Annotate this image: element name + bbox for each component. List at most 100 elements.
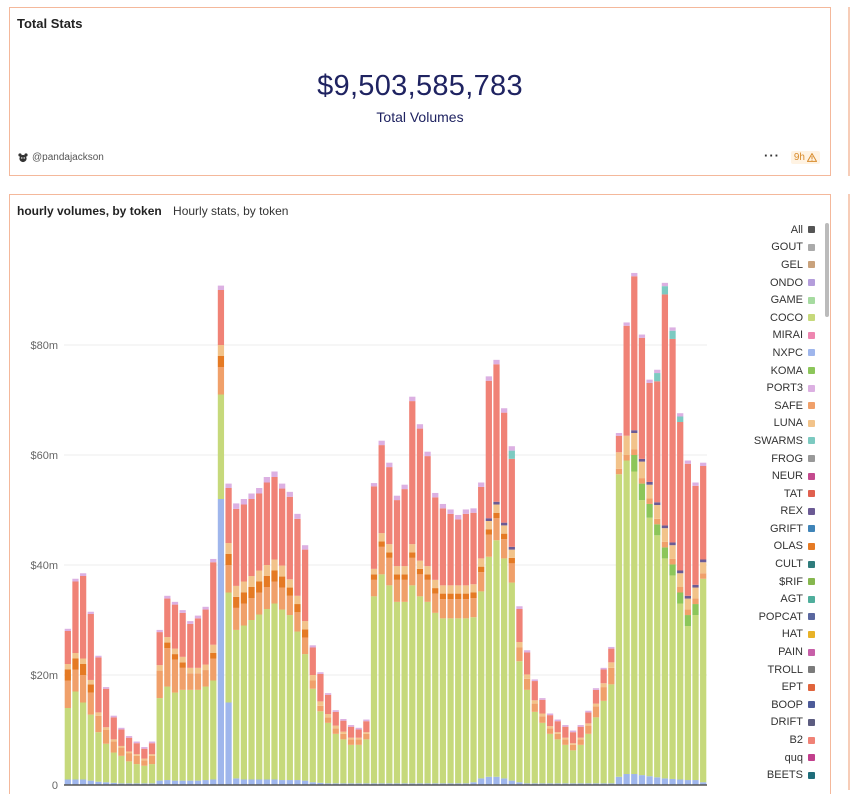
bar-segment-luna[interactable] bbox=[95, 712, 102, 716]
bar-segment-coco[interactable] bbox=[248, 620, 255, 780]
bar-segment-nxpc[interactable] bbox=[577, 783, 584, 785]
bar-segment-port3[interactable] bbox=[279, 483, 286, 489]
bar-segment-koma[interactable] bbox=[677, 592, 684, 604]
bar-segment-safe[interactable] bbox=[615, 468, 623, 475]
bar-segment-port3[interactable] bbox=[455, 514, 462, 520]
bar-segment-safe[interactable] bbox=[340, 733, 347, 740]
bar-segment-swarms[interactable] bbox=[654, 373, 661, 382]
bar-stack[interactable] bbox=[485, 376, 492, 785]
bar-segment-port3[interactable] bbox=[95, 655, 102, 658]
bar-segment-port3[interactable] bbox=[409, 396, 416, 402]
bar-segment-port3[interactable] bbox=[102, 687, 110, 689]
bar-segment-port3[interactable] bbox=[87, 611, 94, 614]
bar-segment-luna[interactable] bbox=[141, 758, 148, 761]
bar-segment-safe[interactable] bbox=[225, 565, 232, 593]
bar-segment-nxpc[interactable] bbox=[125, 783, 133, 785]
bar-stack[interactable] bbox=[210, 558, 217, 785]
bar-segment-koma[interactable] bbox=[669, 564, 676, 576]
bar-segment-port3[interactable] bbox=[125, 736, 133, 738]
bar-segment-coco[interactable] bbox=[631, 471, 638, 775]
bar-segment-b2[interactable] bbox=[493, 364, 500, 502]
bar-segment-nxpc[interactable] bbox=[554, 783, 561, 785]
bar-segment-coco[interactable] bbox=[347, 744, 355, 784]
bar-segment-olas[interactable] bbox=[432, 588, 439, 594]
bar-segment-coco[interactable] bbox=[309, 688, 316, 783]
bar-segment-port3[interactable] bbox=[485, 376, 492, 381]
bar-segment-nxpc[interactable] bbox=[156, 780, 163, 785]
bar-segment-nxpc[interactable] bbox=[432, 783, 439, 785]
bar-stack[interactable] bbox=[133, 741, 140, 785]
bar-segment-swarms[interactable] bbox=[669, 330, 676, 339]
bar-segment-nxpc[interactable] bbox=[692, 780, 699, 785]
bar-stack[interactable] bbox=[462, 509, 469, 785]
bar-segment-olas[interactable] bbox=[72, 658, 79, 670]
bar-segment-port3[interactable] bbox=[677, 413, 684, 417]
bar-segment-olas[interactable] bbox=[225, 554, 232, 565]
bar-segment-luna[interactable] bbox=[263, 565, 270, 576]
bar-segment-olas[interactable] bbox=[409, 552, 416, 558]
bar-stack[interactable] bbox=[95, 655, 102, 785]
bar-segment-koma[interactable] bbox=[654, 524, 661, 536]
bar-segment-coco[interactable] bbox=[654, 535, 661, 778]
bar-stack[interactable] bbox=[171, 601, 179, 785]
bar-segment-b2[interactable] bbox=[148, 743, 156, 755]
bar-segment-port3[interactable] bbox=[562, 725, 569, 727]
bar-segment-coco[interactable] bbox=[677, 603, 684, 780]
bar-segment-b2[interactable] bbox=[187, 623, 194, 668]
bar-segment-b2[interactable] bbox=[141, 748, 148, 759]
bar-segment-nxpc[interactable] bbox=[355, 783, 362, 785]
bar-segment-olas[interactable] bbox=[179, 662, 186, 668]
bar-segment-nxpc[interactable] bbox=[539, 783, 546, 785]
bar-stack[interactable] bbox=[225, 483, 232, 785]
bar-segment-safe[interactable] bbox=[279, 587, 286, 610]
bar-stack[interactable] bbox=[102, 687, 110, 785]
bar-segment-luna[interactable] bbox=[654, 505, 661, 519]
bar-segment-coco[interactable] bbox=[462, 618, 469, 784]
bar-segment-rex[interactable] bbox=[669, 542, 676, 546]
bar-segment-b2[interactable] bbox=[608, 648, 615, 663]
bar-segment-b2[interactable] bbox=[416, 428, 424, 561]
bar-segment-b2[interactable] bbox=[386, 467, 393, 545]
bar-segment-luna[interactable] bbox=[171, 648, 179, 655]
bar-segment-coco[interactable] bbox=[585, 733, 592, 784]
bar-segment-port3[interactable] bbox=[240, 499, 248, 505]
bar-stack[interactable] bbox=[279, 483, 286, 785]
bar-segment-olas[interactable] bbox=[455, 593, 462, 600]
bar-segment-nxpc[interactable] bbox=[164, 780, 171, 785]
bar-segment-luna[interactable] bbox=[646, 484, 653, 499]
bar-segment-safe[interactable] bbox=[171, 659, 179, 693]
bar-segment-coco[interactable] bbox=[447, 618, 454, 784]
legend-item[interactable]: BOOP bbox=[745, 696, 815, 714]
bar-segment-port3[interactable] bbox=[164, 595, 171, 599]
bar-segment-b2[interactable] bbox=[110, 717, 117, 740]
bar-segment-luna[interactable] bbox=[409, 544, 416, 553]
bar-segment-luna[interactable] bbox=[623, 435, 630, 455]
bar-segment-b2[interactable] bbox=[409, 401, 416, 545]
bar-segment-luna[interactable] bbox=[286, 579, 293, 588]
bar-stack[interactable] bbox=[194, 615, 202, 785]
bar-segment-port3[interactable] bbox=[233, 503, 240, 509]
more-options-button[interactable]: ··· bbox=[764, 148, 780, 163]
bar-segment-port3[interactable] bbox=[141, 747, 148, 749]
legend-item[interactable]: OLAS bbox=[745, 538, 815, 556]
bar-segment-b2[interactable] bbox=[485, 380, 492, 519]
bar-stack[interactable] bbox=[546, 713, 554, 786]
bar-segment-safe[interactable] bbox=[240, 603, 248, 626]
bar-stack[interactable] bbox=[569, 730, 577, 785]
bar-segment-port3[interactable] bbox=[592, 688, 600, 690]
bar-segment-port3[interactable] bbox=[225, 483, 232, 488]
legend-item[interactable]: POPCAT bbox=[745, 608, 815, 626]
bar-segment-nxpc[interactable] bbox=[546, 783, 554, 785]
bar-segment-b2[interactable] bbox=[600, 669, 607, 684]
bar-segment-luna[interactable] bbox=[102, 727, 110, 730]
bar-segment-port3[interactable] bbox=[623, 322, 630, 326]
bar-segment-safe[interactable] bbox=[623, 455, 630, 461]
bar-stack[interactable] bbox=[608, 646, 615, 785]
bar-segment-nxpc[interactable] bbox=[485, 776, 492, 785]
bar-segment-b2[interactable] bbox=[340, 720, 347, 732]
bar-segment-nxpc[interactable] bbox=[102, 782, 110, 785]
bar-segment-b2[interactable] bbox=[294, 518, 301, 596]
bar-segment-coco[interactable] bbox=[324, 722, 332, 784]
bar-segment-safe[interactable] bbox=[118, 747, 125, 756]
bar-segment-b2[interactable] bbox=[324, 694, 332, 715]
